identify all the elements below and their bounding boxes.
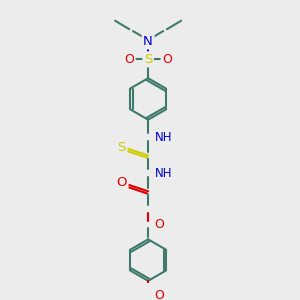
Text: O: O bbox=[162, 53, 172, 66]
Text: N: N bbox=[143, 35, 153, 48]
Text: O: O bbox=[116, 176, 127, 189]
Text: S: S bbox=[118, 142, 126, 154]
Text: NH: NH bbox=[155, 131, 172, 144]
Text: O: O bbox=[154, 218, 164, 231]
Text: S: S bbox=[144, 53, 152, 66]
Text: NH: NH bbox=[155, 167, 172, 180]
Text: O: O bbox=[124, 53, 134, 66]
Text: O: O bbox=[154, 290, 164, 300]
